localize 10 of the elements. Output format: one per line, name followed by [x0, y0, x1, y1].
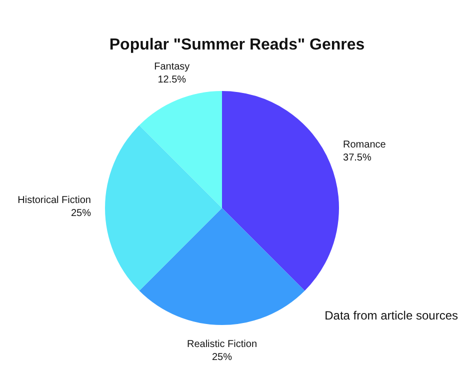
- slice-label: Romance: [343, 140, 386, 151]
- data-label: 25%: [212, 352, 232, 363]
- slice-label: Realistic Fiction: [186, 338, 258, 350]
- text: Data from article sources: [324, 308, 458, 322]
- data-label: 12.5%: [158, 74, 186, 86]
- data-label: 37.5%: [343, 152, 372, 164]
- slice-label: Historical Fiction: [18, 194, 91, 206]
- slice-label: Fantasy: [154, 62, 190, 73]
- data-label: 25%: [70, 208, 92, 219]
- chart-title: Popular "Summer Reads" Genres: [109, 36, 365, 54]
